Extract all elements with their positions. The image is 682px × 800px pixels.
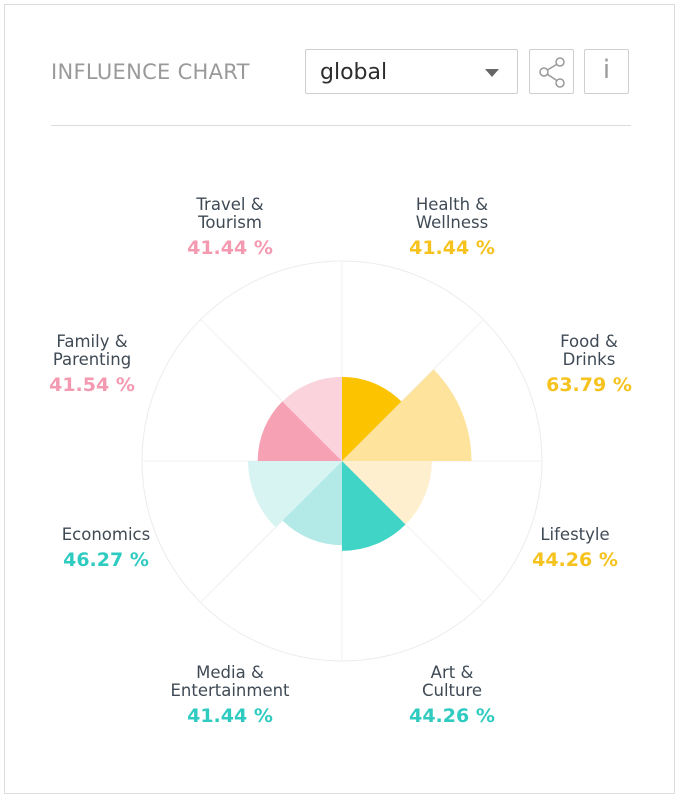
share-icon [539, 57, 565, 88]
label-art-culture: Culture [422, 681, 482, 700]
label-health-wellness: Wellness [416, 213, 488, 232]
label-family-parenting: Family & [56, 332, 127, 351]
chart-title: INFLUENCE CHART [51, 60, 250, 84]
value-travel-tourism: 41.44 % [187, 237, 273, 259]
wedge-media-entertainment [282, 461, 342, 546]
region-select[interactable]: global [305, 49, 518, 94]
label-economics: Economics [62, 525, 150, 544]
label-food-drinks: Food & [560, 332, 618, 351]
label-travel-tourism: Tourism [197, 213, 262, 232]
label-media-entertainment: Media & [196, 663, 264, 682]
wedge-health-wellness [342, 376, 402, 461]
label-food-drinks: Drinks [563, 350, 616, 369]
label-health-wellness: Health & [416, 195, 488, 214]
value-economics: 46.27 % [63, 549, 149, 571]
label-family-parenting: Parenting [53, 350, 131, 369]
wedge-economics [248, 461, 342, 528]
wedge-travel-tourism [282, 376, 342, 461]
wedge-lifestyle [342, 461, 432, 525]
value-lifestyle: 44.26 % [532, 549, 618, 571]
chevron-down-icon [485, 69, 499, 77]
influence-chart-card: INFLUENCE CHART global i [4, 4, 675, 794]
label-media-entertainment: Entertainment [170, 681, 290, 700]
region-select-value: global [320, 60, 388, 85]
label-art-culture: Art & [431, 663, 474, 682]
value-media-entertainment: 41.44 % [187, 705, 273, 727]
info-button[interactable]: i [584, 49, 629, 94]
wedge-art-culture [342, 461, 406, 551]
info-icon: i [602, 55, 611, 85]
value-health-wellness: 41.44 % [409, 237, 495, 259]
value-art-culture: 44.26 % [409, 705, 495, 727]
value-food-drinks: 63.79 % [546, 374, 632, 396]
header-divider [51, 125, 631, 126]
value-family-parenting: 41.54 % [49, 374, 135, 396]
label-travel-tourism: Travel & [195, 195, 263, 214]
wedge-food-drinks [342, 369, 472, 461]
label-lifestyle: Lifestyle [540, 525, 609, 544]
wedge-family-parenting [257, 401, 342, 461]
share-button[interactable] [529, 49, 574, 94]
